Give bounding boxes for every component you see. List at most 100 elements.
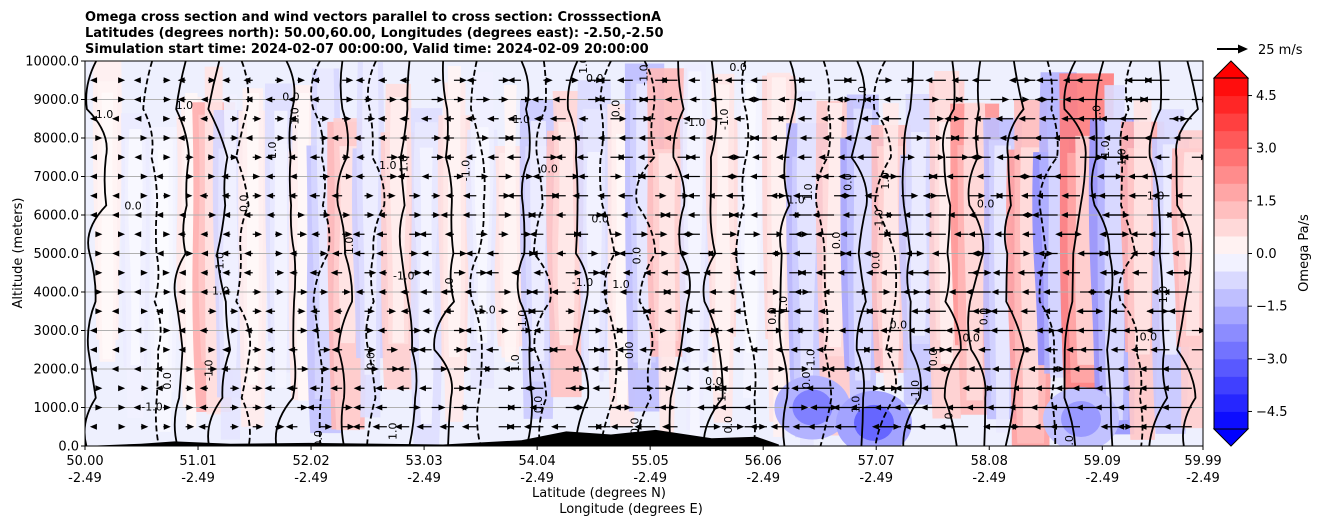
wind-vector-head [1128, 173, 1136, 180]
wind-vector-head [163, 423, 171, 430]
wind-vector-head [936, 135, 944, 141]
wind-vector-head [117, 231, 125, 238]
wind-vector-head [904, 250, 912, 257]
wind-vector-head [978, 346, 986, 353]
wind-vector-head [90, 96, 98, 103]
wind-vector-head [458, 269, 466, 276]
wind-vector-head [597, 135, 605, 141]
wind-vector-head [550, 154, 558, 161]
wind-vector-head [837, 154, 845, 161]
wind-vector-head [571, 366, 579, 372]
wind-vector-head [155, 385, 163, 392]
contour-label: 1.0 [379, 159, 397, 172]
wind-vector-head [641, 231, 649, 238]
colorbar-step [1214, 200, 1248, 219]
wind-vector-head [177, 96, 185, 103]
wind-vector-head [1018, 173, 1026, 180]
wind-vector-head [254, 192, 262, 199]
wind-vector-head [816, 327, 824, 334]
wind-vector-head [1173, 135, 1181, 141]
wind-vector-head [277, 423, 285, 430]
wind-vector-head [664, 115, 672, 122]
wind-vector-head [687, 212, 695, 218]
wind-vector-head [325, 423, 333, 430]
wind-vector-head [1161, 385, 1169, 392]
omega-band [939, 122, 955, 364]
wind-vector-head [463, 385, 471, 392]
wind-vector-head [311, 327, 319, 334]
wind-vector-head [186, 250, 194, 257]
wind-vector-head [753, 231, 761, 238]
x-tick-label-lat: 52.02 [292, 454, 329, 469]
wind-vector-head [111, 366, 119, 372]
wind-vector-head [483, 96, 491, 103]
wind-vector-head [643, 115, 651, 122]
wind-vector-head [1072, 366, 1080, 372]
wind-vector-head [1036, 77, 1044, 84]
wind-vector-head [321, 135, 329, 141]
wind-vector-head [479, 308, 487, 315]
wind-vector-head [465, 250, 473, 257]
wind-vector-head [1077, 115, 1085, 122]
wind-vector-head [801, 404, 809, 411]
wind-vector-head [801, 366, 809, 372]
wind-vector-head [265, 173, 273, 180]
wind-vector-head [1033, 154, 1041, 161]
omega-band [101, 92, 114, 360]
wind-vector-head [330, 385, 338, 392]
wind-vector-head [422, 327, 430, 334]
wind-vector-head [199, 385, 207, 392]
wind-vector-head [480, 269, 488, 276]
contour-label: -1.0 [460, 160, 473, 181]
wind-vector-head [434, 77, 442, 84]
contour-label: 0.0 [629, 417, 642, 435]
wind-vector-head [210, 366, 218, 372]
wind-vector-head [792, 423, 800, 430]
contour-label: 1.0 [1099, 140, 1112, 158]
contour-line [815, 61, 833, 446]
wind-vector-head [1075, 404, 1083, 411]
x-tick-label-lat: 55.05 [632, 454, 669, 469]
wind-vector-head [640, 96, 648, 103]
wind-vector-head [685, 308, 693, 315]
wind-vector-head [932, 96, 940, 103]
wind-vector-head [1055, 385, 1063, 392]
wind-vector-head [703, 269, 711, 276]
wind-vector-head [276, 289, 284, 295]
wind-vector-head [600, 308, 608, 315]
wind-vector-head [995, 115, 1003, 122]
wind-vector-head [344, 115, 352, 122]
contour-line [1063, 61, 1087, 446]
contour-label: 0.0 [800, 371, 813, 389]
contour-label: 1.0 [266, 142, 279, 160]
wind-vector-head [163, 154, 171, 161]
wind-vector-head [724, 77, 732, 84]
wind-vector-head [844, 250, 852, 257]
wind-vector-head [163, 327, 171, 334]
wind-vector-head [597, 96, 605, 103]
wind-vector-head [777, 96, 785, 103]
wind-vector-head [1053, 135, 1061, 141]
wind-vector-head [1145, 327, 1153, 334]
wind-vector-head [1062, 77, 1070, 84]
wind-vector-head [323, 212, 331, 218]
wind-vector-head [863, 96, 871, 103]
wind-vector-head [306, 404, 314, 411]
wind-vector-head [200, 231, 208, 238]
y-tick-label: 3000.0 [34, 324, 80, 339]
contour-label: -1.0 [1063, 435, 1076, 456]
wind-vector-head [688, 154, 696, 161]
wind-vector-head [903, 423, 911, 430]
colorbar-tick-label: 1.5 [1256, 194, 1277, 209]
wind-vector-head [118, 135, 126, 141]
wind-vector-head [508, 385, 516, 392]
wind-vector-head [924, 212, 932, 218]
wind-vector-head [1122, 327, 1130, 334]
colorbar-step [1214, 411, 1248, 430]
wind-vector-head [1110, 308, 1118, 315]
wind-vector-head [502, 327, 510, 334]
wind-vector-head [661, 250, 669, 257]
contour-label: 1.0 [176, 99, 194, 112]
wind-vector-head [983, 423, 991, 430]
